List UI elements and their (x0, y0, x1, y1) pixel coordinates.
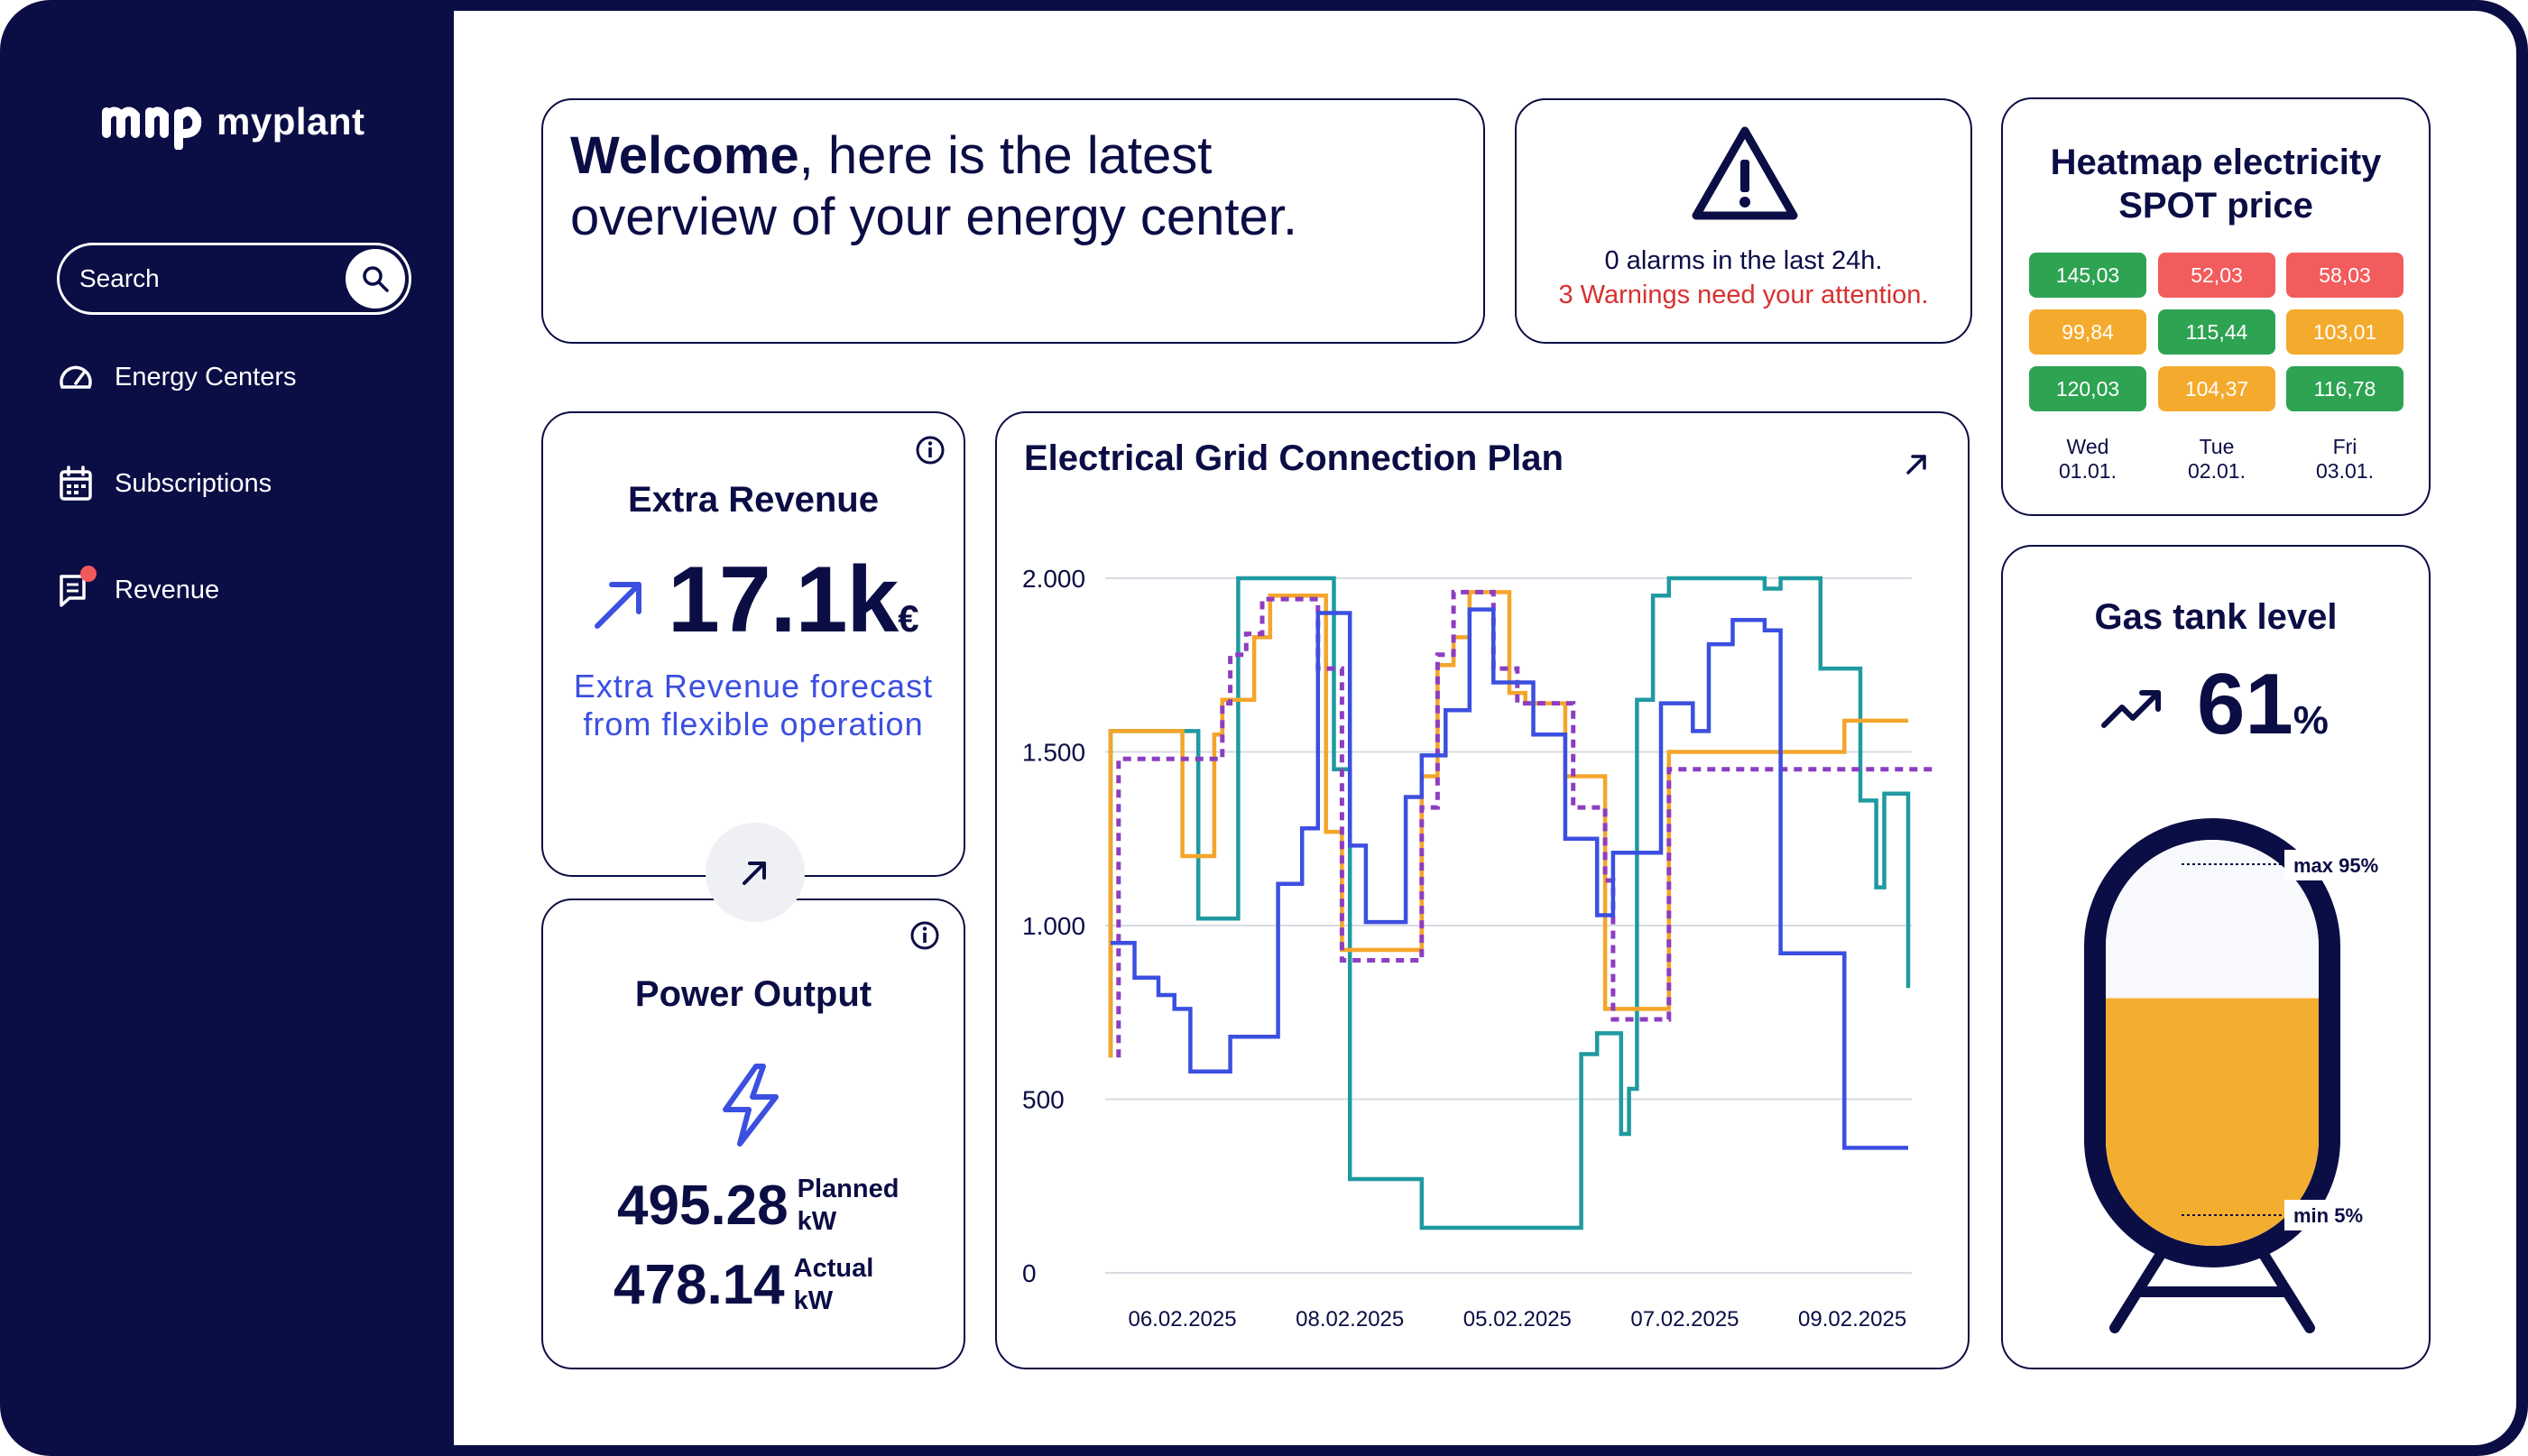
heatmap-cell[interactable]: 116,78 (2286, 366, 2403, 411)
series-line-3[interactable] (1116, 589, 1933, 1058)
y-tick-label: 2.000 (1022, 565, 1085, 593)
extra-revenue-value: 17.1k€ (668, 547, 919, 654)
actual-unit: kW (793, 1286, 834, 1315)
day-weekday: Tue (2199, 435, 2235, 458)
chart-title: Electrical Grid Connection Plan (1024, 438, 1564, 478)
y-tick-label: 1.000 (1022, 912, 1085, 940)
main-content: Welcome, here is the latest overview of … (454, 11, 2516, 1445)
search-icon (363, 266, 389, 292)
heatmap-cell[interactable]: 104,37 (2158, 366, 2275, 411)
info-icon[interactable] (909, 920, 940, 951)
heatmap-title: Heatmap electricity SPOT price (2050, 143, 2382, 226)
x-tick-label: 07.02.2025 (1630, 1307, 1739, 1332)
sidebar-item-revenue[interactable]: Revenue (57, 566, 220, 609)
heatmap-card: Heatmap electricity SPOT price 145,03 52… (2001, 97, 2431, 516)
alarms-card[interactable]: 0 alarms in the last 24h. 3 Warnings nee… (1515, 98, 1972, 344)
expand-chart-icon[interactable] (1901, 447, 1933, 480)
day-weekday: Wed (2066, 435, 2109, 458)
brand-logo[interactable]: myplant (101, 94, 365, 150)
min-level-label: min 5% (2293, 1204, 2363, 1227)
revenue-unit: € (898, 597, 918, 640)
day-weekday: Fri (2332, 435, 2357, 458)
actual-power-value: 478.14 (614, 1254, 785, 1316)
y-tick-label: 500 (1022, 1086, 1065, 1114)
lightning-icon (723, 1064, 779, 1147)
gas-tank-title: Gas tank level (2094, 597, 2338, 637)
welcome-message: Welcome, here is the latest overview of … (570, 125, 1427, 248)
series-line-1[interactable] (1108, 576, 1911, 1230)
extra-revenue-title: Extra Revenue (628, 480, 879, 520)
arrow-up-right-icon (743, 862, 766, 885)
heatmap-day: Tue 02.01. (2158, 435, 2275, 484)
alarm-count: 0 alarms in the last 24h. (1604, 246, 1883, 275)
planned-power-row: 495.28 Planned kW (617, 1173, 899, 1238)
sidebar-item-energy-centers[interactable]: Energy Centers (57, 358, 297, 396)
sidebar-item-label: Revenue (115, 575, 220, 604)
y-tick-label: 0 (1022, 1259, 1037, 1287)
planned-power-value: 495.28 (617, 1175, 789, 1237)
brand-name: myplant (217, 100, 365, 143)
search-box (57, 243, 411, 315)
gauge-icon (57, 358, 95, 396)
heatmap-day: Fri 03.01. (2286, 435, 2403, 484)
notification-badge (80, 566, 97, 582)
heatmap-cell[interactable]: 99,84 (2029, 309, 2146, 355)
welcome-rest: , here is the latest overview of your en… (570, 126, 1297, 246)
planned-power-label: Planned kW (798, 1173, 900, 1238)
revenue-number: 17.1k (668, 548, 899, 652)
x-tick-label: 08.02.2025 (1296, 1307, 1404, 1332)
grid-connection-chart-card: Electrical Grid Connection Plan 0 500 1.00… (995, 411, 1970, 1369)
chat-icon (57, 566, 97, 609)
info-icon[interactable] (915, 435, 946, 465)
grid-connection-chart[interactable]: 0 500 1.000 1.500 2.000 06.02.2025 08.02.2025 0… (997, 413, 1967, 1367)
welcome-bold: Welcome (570, 126, 799, 185)
gas-tank-gauge: max 95% min 5% (2084, 818, 2420, 1333)
myplant-logo-icon (102, 106, 202, 150)
calendar-icon (57, 465, 95, 502)
planned-label: Planned (797, 1175, 900, 1203)
actual-power-row: 478.14 Actual kW (614, 1252, 873, 1317)
sidebar-item-label: Energy Centers (115, 362, 297, 392)
gas-tank-card: Gas tank level 61% max 95% min 5% (2001, 545, 2431, 1369)
sidebar-item-label: Subscriptions (115, 468, 272, 498)
heatmap-cell[interactable]: 58,03 (2286, 253, 2403, 298)
y-tick-label: 1.500 (1022, 739, 1085, 767)
day-date: 01.01. (2059, 459, 2117, 483)
gas-tank-fill (2106, 998, 2319, 1246)
series-line-4[interactable] (1111, 607, 1908, 1150)
heatmap-day: Wed 01.01. (2029, 435, 2146, 484)
day-date: 03.01. (2316, 459, 2374, 483)
trend-up-arrow-icon (595, 582, 641, 629)
sidebar-item-subscriptions[interactable]: Subscriptions (57, 465, 272, 502)
gas-number: 61 (2197, 656, 2293, 752)
extra-revenue-card: Extra Revenue 17.1k€ Extra Revenue forec… (541, 411, 965, 877)
power-output-card: Power Output 495.28 Planned kW 478.14 Act… (541, 898, 965, 1369)
welcome-card: Welcome, here is the latest overview of … (541, 98, 1485, 344)
max-level-label: max 95% (2293, 854, 2378, 877)
x-tick-label: 09.02.2025 (1798, 1307, 1906, 1332)
heatmap-cell[interactable]: 103,01 (2286, 309, 2403, 355)
gas-tank-value: 61% (2197, 655, 2329, 754)
x-tick-label: 06.02.2025 (1128, 1307, 1236, 1332)
planned-unit: kW (797, 1207, 837, 1236)
power-output-title: Power Output (634, 974, 872, 1014)
x-tick-label: 05.02.2025 (1463, 1307, 1572, 1332)
sidebar: myplant Energy Centers (0, 0, 454, 1456)
heatmap-cell[interactable]: 115,44 (2158, 309, 2275, 355)
warning-icon (1692, 126, 1798, 220)
extra-revenue-subtitle: Extra Revenue forecast from flexible ope… (573, 668, 934, 742)
warnings-text[interactable]: 3 Warnings need your attention. (1558, 281, 1929, 309)
search-button[interactable] (346, 249, 405, 309)
gas-unit: % (2293, 698, 2329, 742)
heatmap-cell[interactable]: 145,03 (2029, 253, 2146, 298)
expand-revenue-button[interactable] (706, 823, 805, 922)
search-input[interactable] (79, 258, 350, 299)
actual-power-label: Actual kW (794, 1252, 874, 1317)
heatmap-cell[interactable]: 52,03 (2158, 253, 2275, 298)
trend-chart-icon (2101, 690, 2161, 728)
actual-label: Actual (793, 1254, 874, 1283)
heatmap-cell[interactable]: 120,03 (2029, 366, 2146, 411)
day-date: 02.01. (2188, 459, 2246, 483)
